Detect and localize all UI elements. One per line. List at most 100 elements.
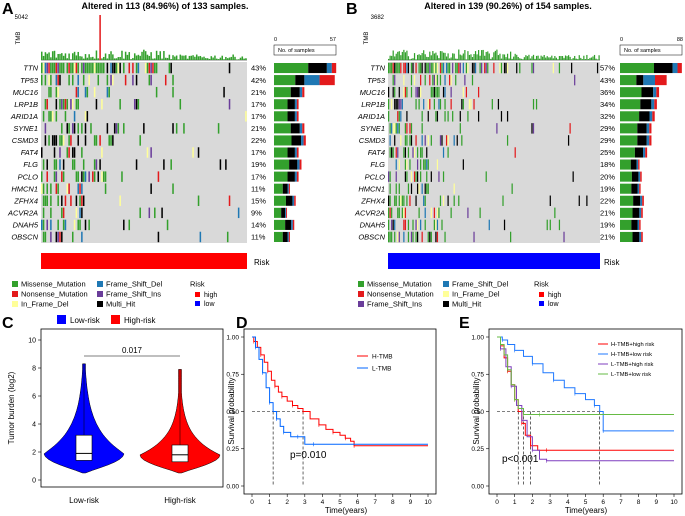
mutation-cell (71, 99, 74, 110)
tmb-bar (241, 56, 244, 60)
mutation-cell (427, 135, 429, 146)
tmb-bar (205, 58, 207, 60)
mutation-cell (403, 231, 405, 243)
mutation-cell (110, 62, 112, 74)
mutation-legend-swatch (97, 301, 103, 307)
tmb-bar (538, 58, 541, 60)
mutation-cell (79, 219, 81, 231)
tmb-bar (418, 54, 420, 60)
panel-e-xlabel: Time(years) (565, 506, 608, 515)
mutation-cell (88, 171, 90, 182)
mutation-cell (418, 183, 420, 194)
mutation-cell (50, 231, 52, 243)
tmb-bar (132, 57, 134, 60)
mutation-cell (392, 147, 394, 158)
mutation-cell (413, 74, 416, 86)
risk-legend-swatch (539, 301, 544, 306)
panel-c-xtick-low-risk: Low-risk (69, 496, 100, 505)
tmb-bar (113, 58, 116, 60)
mutation-cell (438, 99, 440, 110)
side-bar-segment (637, 219, 640, 230)
mutation-cell (407, 183, 410, 194)
mutation-cell (435, 219, 437, 231)
tmb-bar (172, 55, 174, 60)
x-tick-label: 9 (654, 499, 658, 506)
mutation-cell (395, 123, 397, 134)
tmb-bar (462, 53, 464, 60)
mutation-cell (84, 86, 87, 98)
tmb-bar (508, 58, 510, 60)
mutation-cell (75, 171, 78, 182)
mutation-cell (409, 123, 411, 134)
tmb-bar (203, 56, 205, 60)
tmb-bar (581, 59, 583, 60)
mutation-cell (444, 111, 446, 122)
mutation-cell (427, 99, 429, 110)
mutation-cell (441, 135, 443, 146)
mutation-cell (567, 135, 570, 146)
mutation-cell (84, 135, 87, 146)
mutation-cell (474, 62, 477, 74)
mutation-cell (421, 123, 423, 134)
mutation-cell (506, 62, 509, 74)
x-tick-label: 7 (373, 499, 377, 506)
tmb-bar (223, 59, 225, 60)
mutation-cell (450, 86, 452, 98)
mutation-cell (50, 62, 52, 74)
mutation-legend-label: In_Frame_Del (21, 300, 69, 309)
side-bar-segment (638, 171, 641, 182)
mutation-cell (59, 231, 61, 243)
mutation-cell (427, 111, 429, 122)
mutation-cell (50, 111, 52, 122)
mutation-cell (445, 62, 448, 74)
mutation-cell (459, 123, 461, 134)
tmb-bar (93, 58, 96, 60)
side-bar-segment (639, 219, 641, 230)
mutation-cell (404, 159, 407, 170)
mutation-cell (442, 195, 445, 206)
tmb-bar (152, 58, 154, 60)
mutation-cell (77, 123, 79, 134)
mutation-cell (491, 99, 493, 110)
mutation-cell (73, 62, 76, 74)
mutation-cell (237, 207, 240, 219)
mutation-cell (50, 195, 52, 206)
side-bar-segment (285, 207, 287, 218)
gene-label: FLG (370, 160, 385, 169)
percent-label: 19% (600, 221, 615, 230)
mutation-cell (68, 147, 70, 158)
mutation-cell (447, 111, 449, 122)
side-bar-segment (620, 195, 634, 206)
mutation-cell (397, 147, 399, 158)
mutation-cell (409, 159, 411, 170)
mutation-cell (61, 207, 63, 219)
panel-b-gene-labels: TTN TP53 MUC16 LRP1B ARID1A SYNE1 CSMD3 FAT4 FLG… (354, 64, 386, 242)
mutation-cell (139, 207, 141, 219)
mutation-cell (420, 219, 422, 231)
side-bar-segment (274, 99, 288, 110)
mutation-cell (452, 111, 454, 122)
mutation-cell (410, 86, 413, 98)
legend-label-l-tmb: L-TMB (372, 366, 392, 373)
mutation-cell (418, 99, 420, 110)
side-bar-segment (653, 87, 657, 98)
mutation-cell (68, 62, 70, 74)
percent-label: 17% (251, 112, 266, 121)
tmb-bar (505, 57, 507, 60)
mutation-cell (46, 171, 48, 182)
mutation-cell (423, 159, 425, 170)
legend-swatch-high-risk (111, 315, 120, 324)
mutation-cell (61, 123, 63, 134)
mutation-cell (410, 74, 413, 86)
side-bar-segment (294, 99, 297, 110)
tmb-bar (146, 54, 149, 60)
tmb-bar (449, 58, 451, 60)
tmb-bar (232, 54, 234, 60)
side-bar-segment (288, 183, 290, 194)
mutation-cell (532, 123, 535, 134)
mutation-cell (447, 135, 449, 146)
panel-a-nsamples-min: 0 (274, 37, 277, 43)
mutation-cell (397, 99, 399, 110)
mutation-cell (44, 231, 47, 243)
